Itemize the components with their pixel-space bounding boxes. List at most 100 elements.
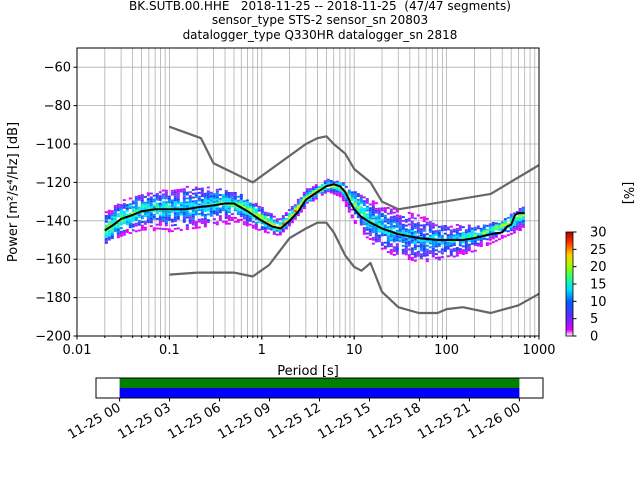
density-cell <box>380 224 384 227</box>
density-cell <box>434 243 438 246</box>
density-cell <box>500 234 504 237</box>
density-cell <box>416 222 420 225</box>
density-cell <box>473 240 477 243</box>
density-cell <box>149 200 153 203</box>
density-cell <box>224 190 228 192</box>
density-cell <box>374 209 378 212</box>
density-cell <box>422 241 426 244</box>
density-cell <box>419 234 423 237</box>
density-cell <box>470 229 474 232</box>
density-cell <box>443 225 447 227</box>
timeline-tick-label: 11-25 03 <box>115 400 173 442</box>
density-cell <box>419 247 423 250</box>
axes: 0.01 0.1 1 10 100 1000−200−180−160−140−120−10… <box>35 61 555 358</box>
density-cell <box>137 219 141 222</box>
density-cell <box>284 212 288 215</box>
density-cell <box>149 213 153 216</box>
density-cell <box>521 223 525 226</box>
density-cell <box>449 233 453 236</box>
density-cell <box>476 227 480 230</box>
density-cell <box>476 244 480 247</box>
density-cell <box>293 215 297 218</box>
density-cell <box>404 236 408 239</box>
density-cell <box>158 223 162 226</box>
density-cell <box>146 207 150 210</box>
density-cell <box>158 214 162 217</box>
density-cell <box>194 209 198 212</box>
density-cell <box>170 189 174 192</box>
density-cell <box>518 217 522 220</box>
density-cell <box>383 207 387 210</box>
density-cell <box>245 220 249 223</box>
density-cell <box>197 220 201 223</box>
density-cell <box>386 206 390 209</box>
density-cell <box>227 222 231 225</box>
density-cell <box>491 229 495 232</box>
density-cell <box>410 258 414 261</box>
density-cell <box>233 201 237 204</box>
density-cell <box>311 199 315 202</box>
density-cell <box>275 218 279 221</box>
density-cell <box>119 209 123 212</box>
density-cell <box>458 234 462 237</box>
density-cell <box>122 210 126 213</box>
density-cell <box>521 218 525 221</box>
density-cell <box>218 207 222 210</box>
density-cell <box>464 240 468 243</box>
density-cell <box>260 228 264 231</box>
density-cell <box>128 212 132 215</box>
density-cell <box>305 199 309 202</box>
density-cell <box>260 214 264 217</box>
density-cell <box>374 232 378 235</box>
density-cell <box>380 213 384 216</box>
density-cell <box>350 193 354 196</box>
density-cell <box>386 243 390 246</box>
density-cell <box>155 210 159 213</box>
density-cell <box>167 207 171 210</box>
density-cell <box>356 210 360 213</box>
density-cell <box>176 194 180 197</box>
density-cell <box>404 245 408 248</box>
density-cell <box>428 230 432 233</box>
density-cell <box>134 230 138 233</box>
density-cell <box>182 220 186 223</box>
density-cell <box>419 228 423 231</box>
density-cell <box>116 203 120 206</box>
density-cell <box>191 215 195 218</box>
density-cell <box>512 231 516 234</box>
density-cell <box>308 197 312 200</box>
density-cell <box>431 226 435 229</box>
density-cell <box>287 209 291 212</box>
density-cell <box>206 209 210 212</box>
density-cell <box>419 236 423 238</box>
colorbar-tick-label: 15 <box>590 278 607 293</box>
density-cell <box>431 240 435 243</box>
density-cell <box>125 207 129 210</box>
density-cell <box>227 211 231 214</box>
density-cell <box>389 237 393 240</box>
density-cell <box>191 188 195 191</box>
density-cell <box>518 221 522 224</box>
timeline-tick-label: 11-25 12 <box>265 400 323 442</box>
density-cell <box>191 227 195 230</box>
density-cell <box>494 233 498 236</box>
density-cell <box>368 215 372 217</box>
density-cell <box>410 228 414 231</box>
density-cell <box>362 219 366 222</box>
density-cell <box>203 217 207 220</box>
density-cell <box>140 221 144 223</box>
density-cell <box>104 220 108 223</box>
density-cell <box>182 205 186 208</box>
density-cell <box>203 200 207 203</box>
density-cell <box>413 230 417 233</box>
density-cell <box>491 223 495 226</box>
density-cell <box>179 205 183 208</box>
density-cell <box>500 225 504 228</box>
density-cell <box>335 192 339 195</box>
density-cell <box>368 211 372 214</box>
density-cell <box>110 219 114 222</box>
colorbar-label: [%] <box>620 182 635 205</box>
density-cell <box>191 213 195 216</box>
density-cell <box>212 208 216 211</box>
density-cell <box>503 229 507 232</box>
